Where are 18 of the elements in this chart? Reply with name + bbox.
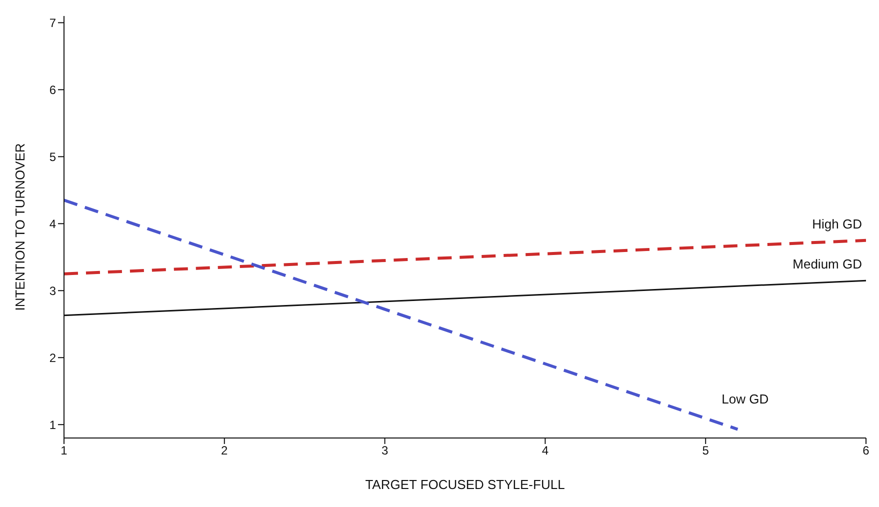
y-tick-label: 3 [49, 284, 56, 298]
y-axis-title: INTENTION TO TURNOVER [12, 143, 28, 311]
x-tick-label: 1 [60, 444, 68, 458]
x-tick-label: 6 [862, 444, 870, 458]
y-tick-label: 4 [49, 216, 56, 231]
x-tick-label: 2 [221, 444, 228, 458]
y-tick-label: 2 [49, 350, 56, 365]
y-tick-label: 1 [49, 418, 56, 432]
y-tick-label: 6 [49, 82, 56, 97]
series-label: Low GD [722, 391, 769, 406]
series-label: High GD [812, 216, 862, 232]
series-label: Medium GD [792, 256, 862, 272]
x-axis-title: TARGET FOCUSED STYLE-FULL [365, 477, 565, 492]
y-tick-label: 5 [49, 150, 56, 164]
y-tick-label: 7 [49, 16, 56, 30]
x-tick-label: 4 [542, 444, 549, 458]
x-tick-label: 5 [702, 444, 710, 458]
x-tick-label: 3 [381, 444, 388, 458]
